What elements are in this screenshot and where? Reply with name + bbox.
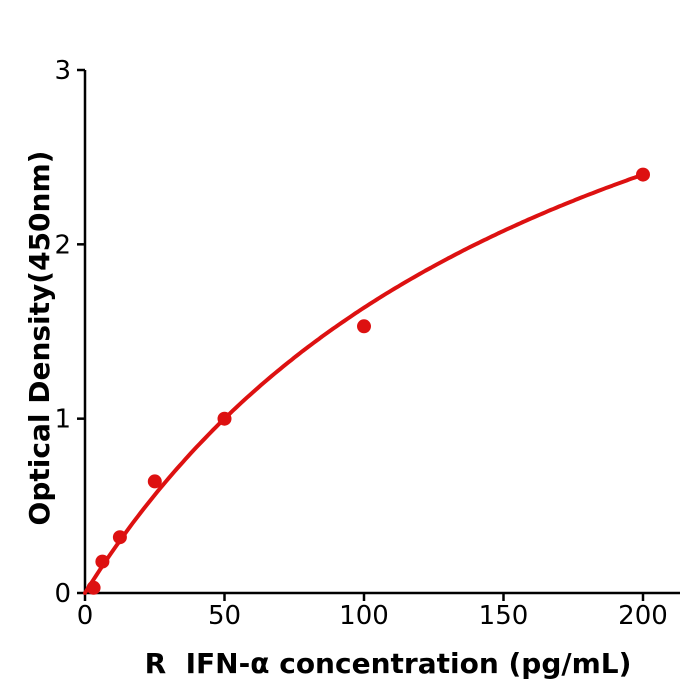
x-tick-label: 100	[339, 601, 389, 631]
x-axis-title: R IFN-α concentration (pg/mL)	[144, 647, 632, 680]
y-tick-label: 1	[54, 405, 71, 435]
y-tick-label: 0	[54, 579, 71, 609]
data-point	[86, 580, 101, 595]
y-tick-label: 2	[54, 230, 71, 260]
fit-curve	[83, 172, 645, 595]
data-point	[357, 319, 371, 334]
y-axis-title: Optical Density(450nm)	[23, 150, 56, 526]
data-point	[95, 554, 110, 569]
x-tick-label: 200	[618, 601, 668, 631]
y-tick-label: 3	[54, 56, 71, 86]
data-point	[636, 167, 650, 182]
data-point	[112, 530, 127, 545]
x-tick-label: 50	[208, 601, 241, 631]
x-tick-label: 150	[479, 601, 529, 631]
x-tick-label: 0	[77, 601, 94, 631]
data-point	[147, 474, 162, 489]
data-point	[217, 411, 232, 426]
